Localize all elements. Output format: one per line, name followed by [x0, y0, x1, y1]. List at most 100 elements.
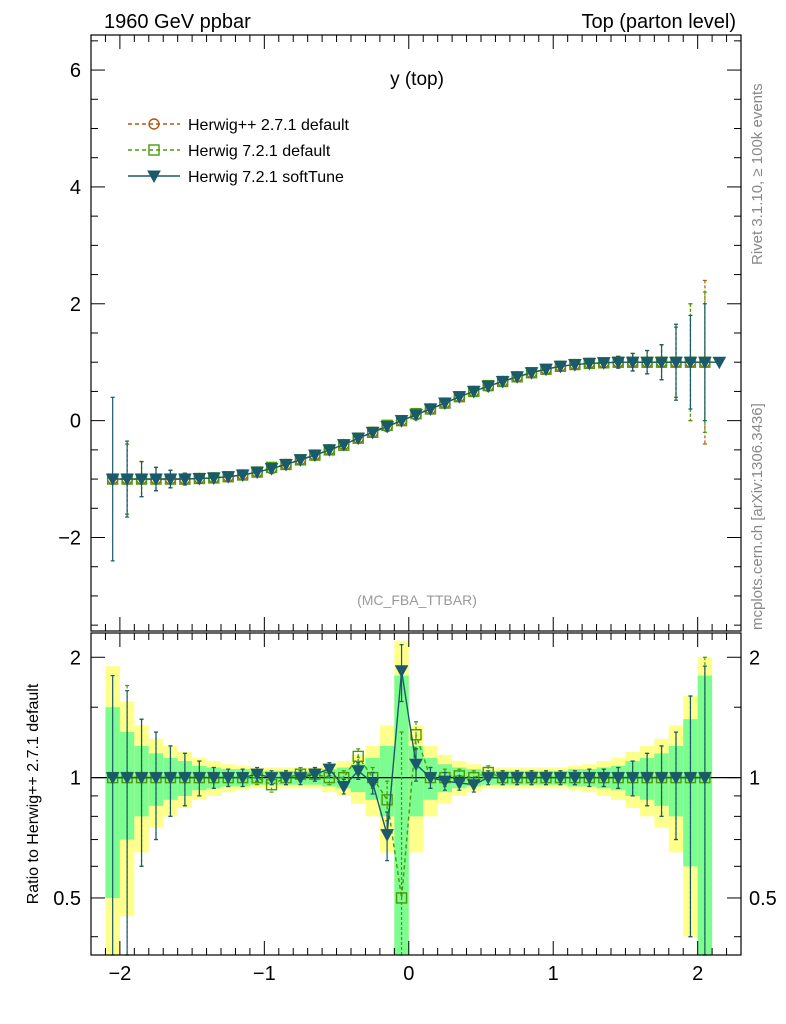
main-data-point: [553, 360, 568, 374]
main-data-point: [582, 357, 597, 371]
main-data-point: [293, 454, 308, 467]
ratio-axis-ticks: 0.5 0.5 1 1 2 2 −2 −1 0 1 2: [53, 633, 777, 985]
ratio-data-point: [510, 772, 524, 785]
ratio-data-point: [698, 772, 712, 785]
ratio-data-point: [654, 772, 669, 785]
ratio-data-point: [669, 772, 683, 785]
ratio-data-point: [596, 772, 611, 785]
ratio-ytick-label: 1: [70, 768, 81, 790]
ratio-data-point: [322, 763, 337, 777]
main-data-point: [365, 426, 380, 440]
main-title: y (top): [390, 69, 444, 90]
ratio-data-layer: [91, 633, 741, 956]
main-data-point: [149, 473, 163, 487]
header-process: Top (parton level): [581, 11, 736, 33]
main-data-point: [683, 356, 698, 370]
main-data-point: [394, 415, 409, 428]
ratio-ytick-label-right: 1: [749, 768, 760, 790]
ratio-data-point: [683, 772, 698, 785]
main-ytick-label: 2: [70, 294, 81, 316]
main-data-point: [654, 356, 669, 370]
main-data-point: [539, 363, 553, 377]
main-data-point: [568, 359, 582, 372]
ratio-data-point: [553, 772, 568, 785]
legend-marker-0: [148, 118, 160, 130]
main-data-point: [625, 356, 640, 370]
ratio-ytick-label-right: 0.5: [749, 888, 777, 910]
ratio-xtick-label: 1: [548, 963, 559, 985]
ratio-data-point: [539, 772, 553, 785]
main-data-point: [308, 449, 322, 463]
main-data-point: [105, 473, 120, 487]
ratio-data-point: [105, 772, 120, 785]
legend-label-0: Herwig++ 2.7.1 default: [188, 117, 350, 134]
main-data-point: [120, 473, 134, 487]
ratio-data-point: [409, 758, 423, 772]
ratio-data-point: [351, 765, 366, 778]
ratio-xtick-label: −2: [108, 963, 131, 985]
main-ytick-label: 6: [70, 60, 81, 82]
main-data-point: [192, 472, 207, 486]
ratio-xtick-label: 2: [692, 963, 703, 985]
main-data-point: [409, 409, 423, 422]
main-data-point: [611, 356, 626, 370]
main-data-point: [336, 439, 351, 452]
legend-label-2: Herwig 7.2.1 softTune: [188, 169, 344, 186]
main-axis-ticks: −2 0 2 4 6: [58, 35, 741, 631]
ratio-data-point: [481, 772, 496, 785]
main-panel: −2 0 2 4 6 y (top) (MC_FBA_TTBAR) Herwig++ 2…: [58, 34, 742, 632]
ratio-panel: 0.5 0.5 1 1 2 2 −2 −1 0 1 2 Ratio to Herwig++ 2.7.…: [25, 632, 777, 985]
main-plot-area: [91, 35, 741, 631]
ratio-data-point: [640, 772, 654, 785]
legend: Herwig++ 2.7.1 default Herwig 7.2.1 defau…: [128, 117, 350, 186]
main-data-point: [698, 356, 712, 370]
ratio-data-point: [192, 772, 207, 785]
ratio-data-point: [250, 768, 264, 782]
main-data-point: [423, 403, 438, 417]
ratio-ytick-label: 0.5: [53, 888, 81, 910]
main-data-point: [250, 466, 264, 480]
ratio-data-point: [293, 772, 308, 785]
ratio-data-point: [495, 772, 510, 785]
ratio-data-point: [611, 772, 626, 785]
legend-marker-2: [147, 170, 161, 184]
ratio-data-point: [438, 775, 452, 789]
main-data-point: [640, 356, 654, 370]
ratio-data-point: [336, 781, 351, 794]
ratio-data-point: [308, 768, 322, 782]
main-data-point: [712, 356, 727, 370]
ratio-data-point: [395, 892, 408, 904]
ratio-data-point: [352, 750, 364, 763]
ratio-ytick-label: 2: [70, 647, 81, 669]
ratio-data-point: [625, 772, 640, 785]
main-data-point: [438, 397, 452, 411]
main-data-point: [134, 473, 149, 487]
main-data-layer: [91, 35, 741, 631]
ratio-data-point: [568, 772, 582, 785]
main-data-point: [163, 473, 178, 487]
main-data-point: [669, 356, 683, 370]
header-energy: 1960 GeV ppbar: [104, 11, 251, 33]
ratio-data-point: [582, 772, 597, 785]
main-data-point: [279, 458, 293, 472]
ratio-ylabel: Ratio to Herwig++ 2.7.1 default: [25, 683, 42, 904]
ratio-xtick-label: 0: [403, 963, 414, 985]
main-data-point: [206, 472, 221, 485]
ratio-data-point: [149, 772, 163, 785]
analysis-watermark: (MC_FBA_TTBAR): [357, 592, 477, 608]
ratio-ytick-label-right: 2: [749, 647, 760, 669]
ratio-data-point: [264, 772, 279, 785]
main-data-point: [524, 367, 539, 380]
ratio-data-point: [235, 772, 250, 785]
main-data-point: [322, 444, 337, 457]
legend-label-1: Herwig 7.2.1 default: [188, 143, 331, 160]
main-data-point: [481, 380, 496, 394]
ratio-data-point: [178, 772, 192, 785]
main-data-point: [495, 375, 510, 389]
ratio-data-point: [163, 772, 178, 785]
ratio-data-point: [221, 772, 236, 785]
ratio-band-inner: [394, 675, 409, 955]
main-data-point: [452, 391, 467, 404]
ratio-data-point: [452, 777, 467, 790]
